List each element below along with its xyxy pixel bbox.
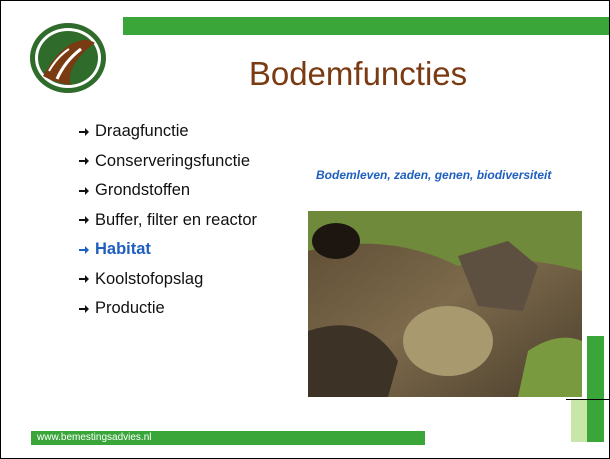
bullet-text: Habitat	[95, 240, 151, 259]
bullet-text: Koolstofopslag	[95, 269, 204, 288]
accent-bar-light	[571, 399, 587, 442]
accent-bar	[587, 336, 604, 442]
bullet-item: Grondstoffen	[79, 176, 257, 206]
bullet-arrow	[79, 245, 89, 254]
bullet-text: Conserveringsfunctie	[95, 151, 250, 170]
bullet-item: Productie	[79, 294, 257, 324]
slide-title: Bodemfuncties	[248, 55, 468, 92]
bullet-arrow	[79, 127, 89, 136]
bullet-arrow	[79, 216, 89, 225]
bullet-list: Draagfunctie Conserveringsfunctie Grondsto…	[79, 117, 257, 324]
top-bar	[123, 17, 609, 35]
footer: www.bemestingsadvies.nl	[31, 431, 425, 445]
bullet-text: Productie	[95, 299, 165, 318]
bullet-arrow	[79, 304, 89, 313]
soil-photo	[308, 211, 582, 397]
accent-line	[566, 399, 609, 400]
bullet-text: Buffer, filter en reactor	[95, 210, 258, 229]
bullet-arrow	[79, 157, 89, 166]
logo	[30, 23, 106, 93]
bullet-arrow	[79, 186, 89, 195]
bullet-item: Draagfunctie	[79, 117, 257, 147]
photo-caption: Bodemleven, zaden, genen, biodiversiteit	[316, 168, 552, 182]
bullet-item: Conserveringsfunctie	[79, 147, 257, 177]
bullet-item: Habitat	[79, 235, 257, 265]
bullet-text: Grondstoffen	[95, 181, 191, 200]
bullet-arrow	[79, 275, 89, 284]
bullet-text: Draagfunctie	[95, 122, 189, 141]
bullet-item: Buffer, filter en reactor	[79, 206, 257, 236]
bullet-item: Koolstofopslag	[79, 265, 257, 295]
